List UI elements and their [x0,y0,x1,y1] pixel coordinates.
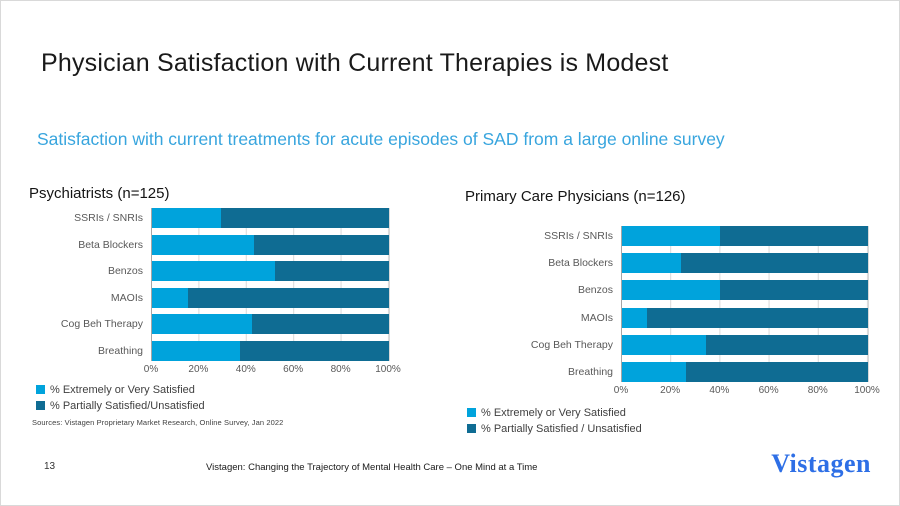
x-tick-label: 60% [758,384,779,396]
bar-row [152,208,389,228]
category-label: Beta Blockers [548,257,613,270]
bar-segment [187,287,389,308]
bar-row [622,280,868,301]
x-tick-label: 80% [807,384,828,396]
bar-segment [646,307,868,328]
legend-swatch-icon [467,408,476,418]
bar-row [622,307,868,328]
bar-segment [720,226,868,246]
legend-swatch-icon [467,424,476,434]
category-label: SSRIs / SNRIs [544,230,613,242]
psychiatrists-chart: Psychiatrists (n=125) SSRIs / SNRIs Beta … [29,184,401,414]
legend-label: % Partially Satisfied/Unsatisfied [50,399,205,412]
footer-text: Vistagen: Changing the Trajectory of Men… [206,462,538,473]
plot-area [151,208,390,361]
x-tick-label: 100% [854,384,880,396]
category-label: Beta Blockers [78,238,143,251]
bar-row [622,253,868,274]
x-tick-label: 40% [709,384,730,396]
bar-row [622,226,868,246]
category-label: Benzos [107,265,143,277]
primary-care-chart: Primary Care Physicians (n=126) SSRIs / … [465,187,880,437]
bar-segment [152,208,221,228]
chart-title-psychiatrists: Psychiatrists (n=125) [29,185,170,202]
bar-segment [239,340,389,361]
category-label: Cog Beh Therapy [530,338,613,351]
bar-row [152,261,389,281]
legend-label: % Extremely or Very Satisfied [50,383,195,396]
source-note: Sources: Vistagen Proprietary Market Res… [32,418,284,427]
page-number: 13 [44,461,56,472]
bar-segment [251,314,389,334]
bar-row [622,334,868,355]
bar-segment [152,314,252,334]
x-tick-label: 20% [188,363,209,375]
bar-segment [705,334,868,355]
chart-grid: SSRIs / SNRIs Beta Blockers Benzos MAOIs Cog… [29,208,401,361]
legend-item: % Extremely or Very Satisfied [36,382,401,398]
bar-segment [622,226,721,246]
bar-segment [685,361,868,382]
bar-segment [152,234,254,255]
slide-title: Physician Satisfaction with Current Ther… [41,49,669,77]
bar-segment [220,208,389,228]
plot-area [621,226,869,382]
category-label: MAOIs [580,311,613,324]
bar-segment [681,253,868,274]
bar-row [152,340,389,361]
legend-label: % Extremely or Very Satisfied [481,406,626,419]
x-tick-label: 0% [143,363,159,375]
category-label: MAOIs [110,291,143,304]
bar-segment [253,234,389,255]
legend-label: % Partially Satisfied / Unsatisfied [481,422,642,435]
category-label: Breathing [98,344,143,357]
bar-segment [622,334,706,355]
bar-segment [275,261,389,281]
vistagen-logo: Vistagen [771,449,871,478]
slide-subtitle: Satisfaction with current treatments for… [37,129,725,149]
legend: % Extremely or Very Satisfied % Partially… [465,405,869,437]
category-label: Cog Beh Therapy [60,318,143,330]
legend-item: % Partially Satisfied/Unsatisfied [36,398,401,414]
bar-row [152,314,389,334]
chart-grid: SSRIs / SNRIs Beta Blockers Benzos MAOIs Cog… [465,226,869,382]
bar-segment [622,361,686,382]
legend: % Extremely or Very Satisfied % Partially… [29,382,401,414]
x-tick-label: 100% [375,363,401,375]
legend-swatch-icon [36,385,45,394]
bar-row [152,287,389,308]
bar-segment [622,307,647,328]
category-labels: SSRIs / SNRIs Beta Blockers Benzos MAOIs Cog… [29,208,151,361]
x-tick-label: 40% [235,363,256,375]
bar-segment [152,340,240,361]
bar-row [622,361,868,382]
chart-title-primary-care: Primary Care Physicians (n=126) [465,188,686,205]
x-tick-label: 0% [613,384,629,396]
x-axis: 0% 20% 40% 60% 80% 100% [614,384,880,398]
category-label: SSRIs / SNRIs [74,212,143,224]
x-axis: 0% 20% 40% 60% 80% 100% [144,363,401,377]
category-labels: SSRIs / SNRIs Beta Blockers Benzos MAOIs Cog… [465,226,621,382]
legend-item: % Partially Satisfied / Unsatisfied [467,421,869,437]
bar-segment [622,253,682,274]
bar-segment [152,287,188,308]
category-label: Breathing [568,365,613,378]
x-tick-label: 20% [660,384,681,396]
bar-segment [720,280,868,301]
bar-row [152,234,389,255]
legend-item: % Extremely or Very Satisfied [467,405,869,421]
x-tick-label: 60% [283,363,304,375]
bar-segment [152,261,276,281]
bar-segment [622,280,721,301]
x-tick-label: 80% [330,363,351,375]
legend-swatch-icon [36,401,45,410]
category-label: Benzos [577,284,613,297]
